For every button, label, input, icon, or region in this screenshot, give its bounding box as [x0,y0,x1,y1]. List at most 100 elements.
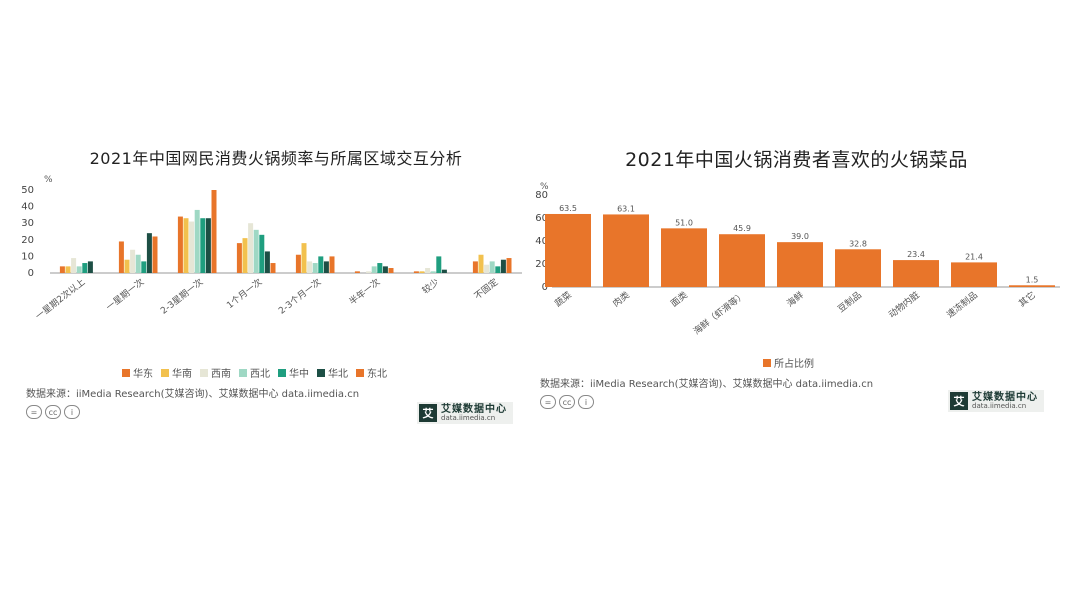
bar-西北-cat-0 [76,266,82,273]
bar-华中-cat-3 [259,234,265,273]
legend-item-4: 华中 [278,365,309,380]
y-tick-label: 10 [21,251,34,262]
bar-华南-cat-4 [301,243,307,273]
bar-华南-cat-2 [183,218,189,273]
x-tick-label: 海鲜 [784,289,806,310]
bar-华中-cat-2 [200,218,206,273]
bar-西北-cat-3 [253,229,259,273]
left-brand-watermark: 艾 艾媒数据中心 data.iimedia.cn [417,402,513,424]
bar-东北-cat-4 [329,256,335,273]
brand-logo-icon: 艾 [950,392,968,410]
y-tick-label: 40 [535,236,548,247]
legend-label: 西北 [250,369,270,380]
bar-西南-cat-4 [307,261,313,273]
legend-swatch [122,368,130,377]
bar-cat-0 [545,213,591,287]
legend-item-6: 东北 [356,365,387,380]
bar-华中-cat-6 [436,256,442,273]
bar-华南-cat-6 [419,271,425,273]
x-tick-label: 面类 [668,289,690,310]
y-tick-label: 80 [535,190,548,201]
brand-logo-icon: 艾 [419,404,437,422]
left-source-text: 数据来源：iiMedia Research(艾媒咨询)、艾媒数据中心 data.… [26,389,360,400]
x-tick-label: 1个月一次 [224,276,264,311]
x-tick-label: 蔬菜 [552,289,574,310]
bar-华东-cat-3 [236,243,242,273]
data-label: 1.5 [1026,275,1039,284]
legend-swatch [317,368,325,377]
bar-华北-cat-1 [146,233,152,273]
cc-equals-icon: = [540,395,556,409]
legend-swatch [763,358,771,367]
legend-label: 华南 [172,369,192,380]
bar-华东-cat-0 [59,266,65,273]
bar-cat-1 [603,214,649,287]
y-tick-label: 30 [21,218,34,229]
bar-西南-cat-7 [484,264,490,273]
bar-华东-cat-4 [295,254,301,273]
x-tick-label: 一星期2次以上 [33,276,87,322]
y-unit-label: % [44,175,53,185]
cc-person-icon: i [578,395,594,409]
bar-西南-cat-6 [425,268,431,273]
bar-华中-cat-4 [318,256,324,273]
bar-华中-cat-0 [82,263,88,273]
y-tick-label: 50 [21,185,34,196]
bar-华北-cat-6 [441,269,447,273]
right-chart-title: 2021年中国火锅消费者喜欢的火锅菜品 [625,149,968,171]
bar-东北-cat-2 [211,190,217,273]
bar-华南-cat-7 [478,254,484,273]
bar-华北-cat-3 [264,251,270,273]
data-label: 39.0 [791,232,809,241]
left-chart-svg: % 0 10 20 30 40 50 一星期2次以上 一星期一次 2-3星期一次 1个月一次 2-3个… [21,175,522,322]
data-label: 51.0 [675,218,693,227]
left-chart-title: 2021年中国网民消费火锅频率与所属区域交互分析 [89,149,463,168]
data-label: 32.8 [849,239,867,248]
legend-swatch [278,368,286,377]
legend-item-3: 西北 [239,365,270,380]
brand-url: data.iimedia.cn [972,401,1027,410]
bar-西南-cat-2 [189,221,195,273]
x-tick-label: 海鲜（虾滑等） [691,289,748,337]
legend-swatch [200,368,208,377]
bar-华东-cat-7 [472,261,478,273]
bar-cat-2 [661,228,707,287]
right-chart-svg: % 0 20 40 60 80 63.5 蔬菜 63.1 肉类 51.0 面类 45.9 海鲜（虾滑等） 3… [535,182,1060,337]
left-chart-legend: 华东 华南 西南 西北 华中 华北 东北 [122,365,387,380]
bar-西南-cat-1 [130,249,136,273]
bar-华南-cat-0 [65,266,71,273]
x-tick-label: 2-3个月一次 [276,276,323,317]
bar-华南-cat-3 [242,238,248,273]
data-label: 63.5 [559,204,577,213]
bar-东北-cat-3 [270,263,276,273]
bar-cat-4 [777,242,823,287]
x-tick-label: 豆制品 [835,289,864,315]
x-tick-label: 动物内脏 [886,289,922,321]
data-label: 23.4 [907,250,925,259]
legend-swatch [356,368,364,377]
bar-西北-cat-5 [371,266,377,273]
bar-华东-cat-2 [177,216,183,273]
bar-华中-cat-1 [141,261,147,273]
cc-equals-icon: = [26,405,42,419]
legend-label: 西南 [211,369,231,380]
data-label: 45.9 [733,224,751,233]
bar-华东-cat-5 [354,271,360,273]
right-chart-panel: 2021年中国火锅消费者喜欢的火锅菜品 % 0 20 40 60 80 63.5 蔬菜 63.1… [528,140,1065,430]
bar-东北-cat-7 [506,258,512,273]
left-chart-panel: 2021年中国网民消费火锅频率与所属区域交互分析 % 0 10 20 30 40 50 一星期… [21,140,530,430]
bar-华北-cat-2 [205,218,211,273]
cc-icon: cc [559,395,575,409]
legend-swatch [239,368,247,377]
bar-cat-5 [835,249,881,287]
bar-西北-cat-1 [135,254,141,273]
x-tick-label: 2-3星期一次 [158,276,205,317]
right-brand-watermark: 艾 艾媒数据中心 data.iimedia.cn [948,390,1044,412]
right-license-icons: = cc i [540,395,594,409]
bar-西北-cat-2 [194,209,200,273]
y-tick-label: 40 [21,202,34,213]
bar-西北-cat-7 [489,261,495,273]
bar-华北-cat-0 [87,261,93,273]
legend-label: 华中 [289,369,309,380]
y-tick-label: 0 [542,282,548,293]
